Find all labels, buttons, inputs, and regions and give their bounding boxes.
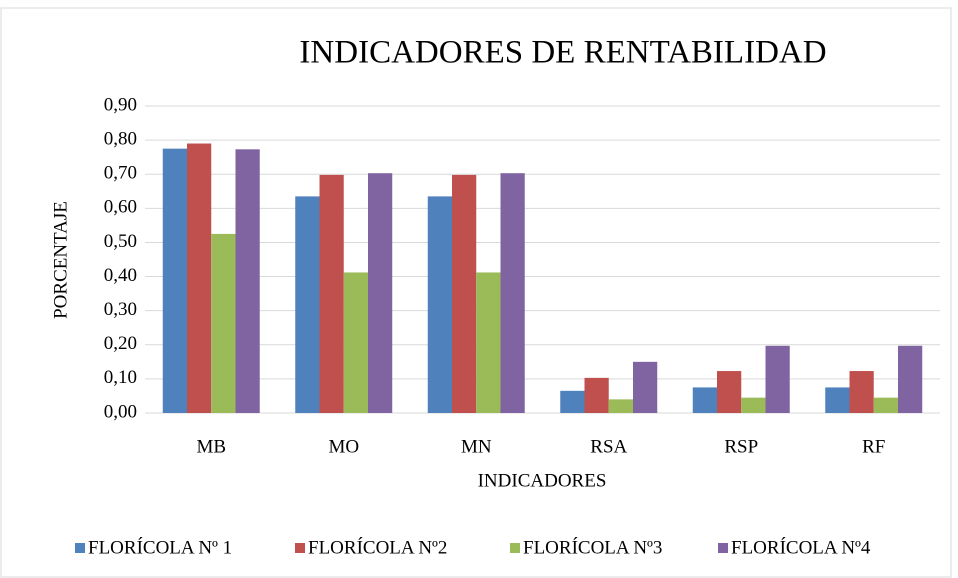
- legend-label: FLORÍCOLA Nº2: [308, 536, 447, 558]
- bar: [584, 377, 609, 413]
- bar: [632, 361, 658, 413]
- x-tick-label: RF: [862, 436, 885, 457]
- legend-swatch: [510, 543, 520, 553]
- bar: [319, 174, 344, 413]
- legend-swatch: [295, 543, 305, 553]
- bar: [849, 371, 874, 413]
- chart-title: INDICADORES DE RENTABILIDAD: [299, 35, 826, 71]
- y-tick-label: 0,50: [104, 231, 137, 252]
- bar: [235, 149, 260, 413]
- bar: [873, 397, 898, 413]
- bar: [692, 387, 718, 413]
- y-tick-label: 0,90: [104, 94, 137, 115]
- x-tick-label: RSP: [724, 436, 758, 457]
- bar: [295, 196, 320, 413]
- y-tick-label: 0,60: [104, 197, 137, 218]
- x-tick-label: MO: [328, 436, 359, 457]
- bar: [367, 173, 393, 413]
- legend-swatch: [75, 543, 85, 553]
- bar: [608, 399, 633, 413]
- legend-label: FLORÍCOLA Nº4: [731, 536, 871, 558]
- bar: [717, 371, 742, 413]
- y-tick-label: 0,40: [104, 265, 137, 286]
- bar: [343, 272, 368, 413]
- bar: [187, 143, 212, 413]
- legend-label: FLORÍCOLA Nº 1: [88, 536, 232, 558]
- bar: [476, 272, 501, 413]
- y-tick-label: 0,00: [104, 401, 137, 422]
- bar: [897, 345, 923, 413]
- bar: [211, 233, 236, 413]
- legend-label: FLORÍCOLA Nº3: [523, 536, 662, 558]
- x-axis-title: INDICADORES: [478, 470, 607, 491]
- bar: [560, 390, 585, 413]
- bar: [741, 397, 766, 413]
- bar: [825, 387, 850, 413]
- bar: [500, 173, 525, 413]
- y-tick-label: 0,10: [104, 367, 137, 388]
- x-tick-label: MN: [461, 436, 492, 457]
- y-tick-label: 0,70: [104, 163, 137, 184]
- bar: [765, 345, 790, 413]
- x-tick-label: RSA: [590, 436, 627, 457]
- bar: [427, 196, 453, 413]
- bar: [452, 174, 477, 413]
- x-tick-label: MB: [196, 436, 226, 457]
- y-tick-label: 0,80: [104, 128, 137, 149]
- bar: [162, 148, 188, 413]
- y-axis-title: PORCENTAJE: [50, 201, 71, 319]
- legend-swatch: [718, 543, 728, 553]
- y-tick-label: 0,20: [104, 333, 137, 354]
- y-tick-label: 0,30: [104, 299, 137, 320]
